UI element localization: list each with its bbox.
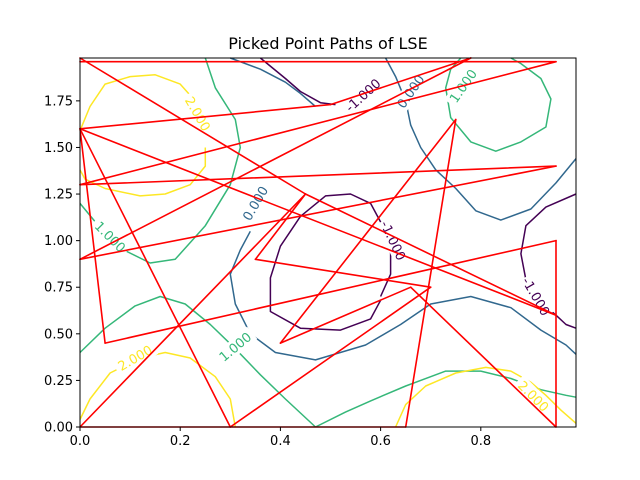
x-tick-label-4: 0.8 <box>470 434 491 449</box>
path-segment-5 <box>329 57 472 106</box>
contour-label-layer: -1.000-1.000-1.0000.0000.0001.0001.0001.… <box>88 63 555 418</box>
contour-line-3-3 <box>394 366 577 428</box>
x-tick-label-3: 0.6 <box>370 434 391 449</box>
y-tick-label-2: 0.50 <box>44 327 73 342</box>
path-segment-1 <box>79 60 557 186</box>
contour-line-2-1 <box>79 295 317 428</box>
contour-line-1-0 <box>230 57 316 108</box>
contour-label-text: 0.000 <box>240 184 272 224</box>
contour-label-text: -1.000 <box>343 76 384 115</box>
contour-label-bg <box>512 375 555 418</box>
contour-label-bg <box>517 273 554 320</box>
contour-line-3-0 <box>79 74 201 131</box>
contour-label-0-1: -1.000 <box>376 217 410 264</box>
path-segment-21 <box>79 193 307 428</box>
contour-label-bg <box>237 180 274 227</box>
y-tick-label-3: 0.75 <box>44 281 73 296</box>
contour-line-0-0 <box>259 57 336 106</box>
path-segment-13 <box>79 128 106 344</box>
contour-label-bg <box>112 340 159 376</box>
x-tick-label-0: 0.0 <box>70 434 91 449</box>
contour-label-text: 1.000 <box>447 67 481 106</box>
contour-label-bg <box>88 215 132 259</box>
contour-line-2-3 <box>444 57 552 152</box>
path-segment-10 <box>254 193 307 261</box>
y-tick-label-7: 1.75 <box>44 94 73 109</box>
path-segment-3 <box>79 165 557 261</box>
y-tick-label-6: 1.50 <box>44 141 73 156</box>
chart-title: Picked Point Paths of LSE <box>228 34 427 53</box>
path-segment-7 <box>79 128 232 428</box>
contour-label-bg <box>213 326 258 368</box>
contour-line-3-1 <box>79 147 207 197</box>
contour-label-bg <box>376 217 410 264</box>
path-segment-11 <box>304 193 557 317</box>
contour-label-3-0: 2.000 <box>179 90 216 137</box>
contour-label-bg <box>341 74 385 116</box>
contour-label-2-1: 1.000 <box>213 326 258 368</box>
x-tick-label-1: 0.2 <box>170 434 191 449</box>
y-tick-label-5: 1.25 <box>44 188 73 203</box>
path-segment-19 <box>404 118 457 428</box>
path-segment-17 <box>279 286 412 344</box>
y-tick-label-4: 1.00 <box>44 234 73 249</box>
contour-line-1-2 <box>229 230 577 361</box>
path-segment-4 <box>79 57 472 261</box>
contour-label-1-1: 0.000 <box>237 180 274 227</box>
path-segment-6 <box>79 103 332 130</box>
path-segment-2 <box>79 165 557 186</box>
contour-line-0-1 <box>269 193 392 331</box>
contour-label-bg <box>391 68 430 115</box>
y-tick-label-0: 0.00 <box>44 421 73 436</box>
plot-frame <box>79 57 577 428</box>
path-segment-22 <box>79 57 307 195</box>
picked-point-path-layer <box>79 57 557 428</box>
y-tick-label-1: 0.25 <box>44 374 73 389</box>
x-tick-label-2: 0.4 <box>270 434 291 449</box>
contour-line-3-2 <box>79 351 237 428</box>
contour-label-1-0: 0.000 <box>391 68 430 115</box>
path-segment-9 <box>254 258 432 289</box>
contour-label-3-2: 2.000 <box>512 375 555 418</box>
path-segment-12 <box>79 128 557 317</box>
contour-layer <box>79 57 577 428</box>
path-segment-18 <box>279 118 457 344</box>
path-segment-8 <box>229 286 432 428</box>
path-segment-14 <box>104 239 557 344</box>
path-segment-16 <box>409 286 557 428</box>
axes: 0.0 0.2 0.4 0.6 0.8 0.00 0.25 0.50 0.75 1.00 1.25 1… <box>44 94 491 449</box>
contour-label-0-0: -1.000 <box>341 74 385 116</box>
contour-label-bg <box>179 90 216 137</box>
